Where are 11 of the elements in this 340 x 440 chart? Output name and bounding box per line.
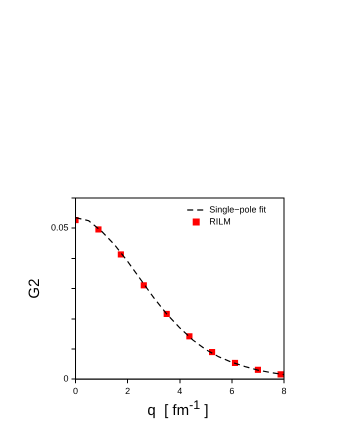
y-axis-title: G2 — [26, 278, 44, 299]
x-tick-label: 0 — [73, 386, 78, 396]
point — [278, 371, 284, 378]
x-axis-title: q [ fm$^{-1}$ ] — [146, 398, 210, 419]
y-tick-label: 0.05 — [50, 222, 69, 233]
x-tick-label: 2 — [125, 386, 130, 396]
legend-label: Single−pole fit — [209, 204, 266, 214]
x-tick-label: 4 — [177, 386, 182, 396]
x-tick-label: 6 — [229, 386, 234, 396]
legend-label: RILM — [209, 216, 231, 226]
x-tick-label: 8 — [281, 386, 287, 396]
